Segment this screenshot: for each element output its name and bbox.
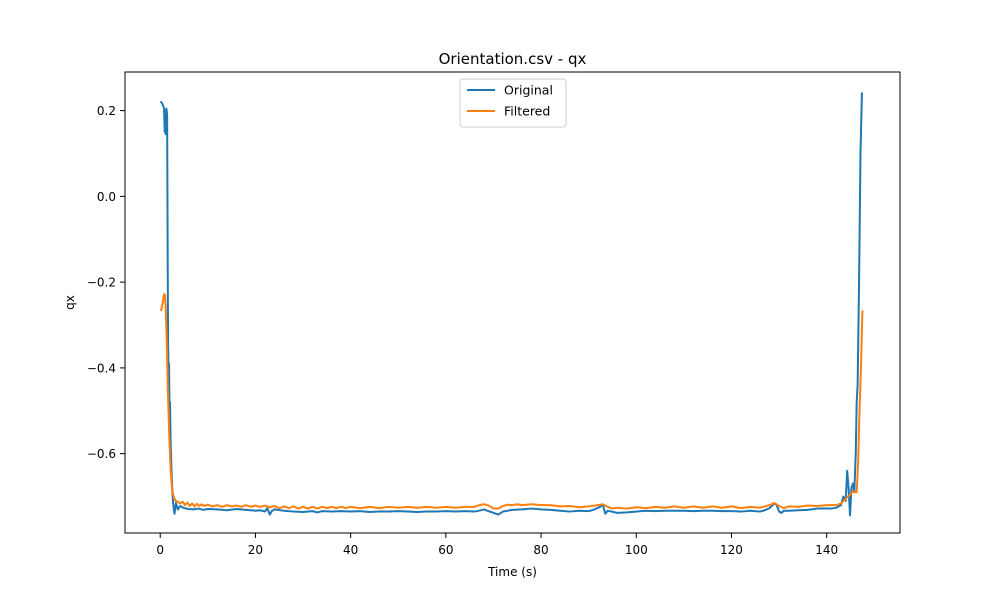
plot-lines <box>159 92 864 517</box>
y-tick-label: −0.4 <box>87 361 116 375</box>
x-tick-label: 60 <box>438 543 453 557</box>
x-tick-label: 80 <box>533 543 548 557</box>
y-tick-label: 0.2 <box>97 104 116 118</box>
legend-label-filtered: Filtered <box>504 104 550 119</box>
legend-label-original: Original <box>504 83 553 98</box>
x-tick-label: 40 <box>343 543 358 557</box>
x-tick-label: 0 <box>156 543 164 557</box>
x-tick-label: 140 <box>815 543 838 557</box>
legend: Original Filtered <box>459 78 567 128</box>
x-axis-label: Time (s) <box>487 565 537 579</box>
series-line-filtered <box>159 293 864 510</box>
series-line-original <box>159 92 863 517</box>
x-tick-label: 100 <box>625 543 648 557</box>
plot-area-frame <box>124 71 901 534</box>
y-axis-label: qx <box>63 295 77 310</box>
y-tick-label: −0.6 <box>87 447 116 461</box>
y-tick-label: 0.0 <box>97 190 116 204</box>
x-axis-ticks: 0 20 40 60 80 100 120 140 <box>156 533 838 557</box>
x-tick-label: 120 <box>720 543 743 557</box>
x-tick-label: 20 <box>248 543 263 557</box>
y-tick-label: −0.2 <box>87 276 116 290</box>
chart-title: Orientation.csv - qx <box>439 50 587 68</box>
y-axis-ticks: −0.6 −0.4 −0.2 0.0 0.2 <box>87 104 125 461</box>
